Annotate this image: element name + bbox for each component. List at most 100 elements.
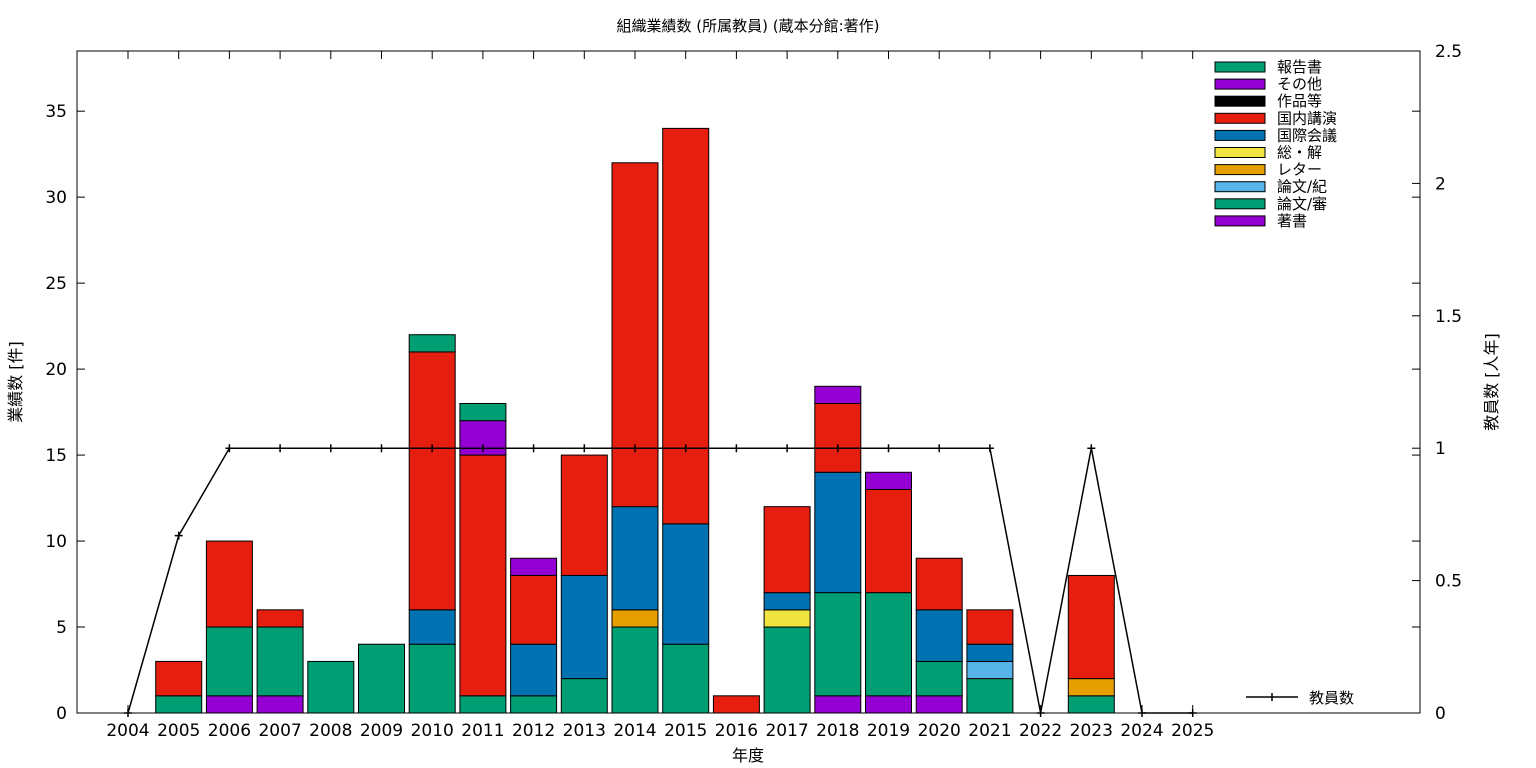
line-point [428,444,437,453]
y2-tick-label: 0 [1435,704,1446,724]
bar-segment [611,609,659,628]
bar-segment [358,643,405,714]
bar-segment [560,678,608,714]
x-tick-label: 2022 [1019,721,1062,741]
line-point [529,444,538,453]
x-tick-label: 2004 [106,721,149,741]
bar-segment [915,557,963,611]
legend-swatch [1214,147,1266,158]
legend-label: 論文/紀 [1277,178,1327,196]
line-point [478,444,487,453]
bar-segment [611,626,659,714]
bar-segment [155,660,203,697]
bar-segment [966,609,1014,645]
bar-segment [814,471,862,594]
x-tick-label: 2021 [968,721,1011,741]
line-point [174,531,183,540]
line-point [225,444,234,453]
bar-segment [205,626,253,697]
line-point [377,444,386,453]
y-tick-label: 35 [45,102,67,122]
legend-swatch [1214,129,1266,141]
bar-segment [256,695,304,714]
y2-tick-label: 1 [1435,439,1446,459]
bar-segment [966,643,1014,662]
x-tick-label: 2020 [918,721,961,741]
x-tick-label: 2016 [715,721,758,741]
x-tick-label: 2011 [461,721,504,741]
x-tick-label: 2023 [1070,721,1113,741]
x-tick-label: 2018 [816,721,859,741]
bar-segment [763,626,811,714]
line-point [1087,444,1096,453]
x-tick-label: 2015 [664,721,707,741]
bar-segment [966,660,1014,680]
bar-segment [510,574,558,645]
legend-swatch [1214,95,1266,107]
bar-segment [662,643,710,714]
bar-segment [763,506,811,594]
legend-label: その他 [1277,75,1322,93]
y-tick-label: 20 [45,360,67,380]
legend-label: 論文/審 [1277,195,1327,213]
bar-segment [256,626,304,697]
bar-segment [459,454,507,697]
bar-segment [1067,695,1115,714]
legend-swatch [1214,215,1266,227]
x-tick-label: 2005 [157,721,200,741]
line-point [326,444,335,453]
x-tick-label: 2019 [867,721,910,741]
bar-segment [1067,574,1115,680]
x-tick-label: 2006 [208,721,251,741]
bar-segment [510,695,558,714]
y2-tick-label: 2.5 [1435,42,1462,62]
x-tick-label: 2017 [765,721,808,741]
bar-segment [205,540,253,628]
bar-segment [611,162,659,508]
line-point [884,444,893,453]
x-tick-label: 2014 [613,721,656,741]
legend-label: 教員数 [1309,689,1354,707]
chart-title: 組織業績数 (所属教員) (蔵本分館:著作) [617,17,880,35]
legend-label: 総・解 [1277,144,1322,162]
legend-label: レター [1277,161,1322,179]
x-tick-label: 2013 [563,721,606,741]
legend-label: 国際会議 [1277,126,1337,144]
bar-segment [712,695,760,714]
bar-segment [205,695,253,714]
bar-segment [865,695,912,714]
bar-segment [915,695,963,714]
legend-swatch [1214,181,1266,193]
legend-swatch [1214,61,1266,73]
bar-segment [510,557,558,576]
bar-segment [560,454,608,576]
x-tick-label: 2012 [512,721,555,741]
bar-segment [865,592,912,697]
bar-segment [763,609,811,628]
y2-tick-label: 1.5 [1435,307,1462,327]
y-tick-label: 15 [45,446,67,466]
bar-segment [763,592,811,611]
y2-tick-label: 0.5 [1435,572,1462,592]
x-tick-label: 2008 [309,721,352,741]
line-point [732,444,741,453]
x-tick-label: 2025 [1171,721,1214,741]
bar-segment [915,660,963,697]
line-point [935,444,944,453]
bar-segment [814,592,862,697]
bar-segment [1067,678,1115,697]
teacher-count-line [127,447,1193,714]
bar-segment [814,402,862,473]
y-tick-label: 25 [45,274,67,294]
bar-segment [915,609,963,662]
x-tick-label: 2007 [258,721,301,741]
line-point [580,444,589,453]
legend-swatch [1214,164,1266,176]
bar-segment [408,643,456,714]
bar-segment [256,609,304,628]
legend-swatch [1214,112,1266,124]
legend-label: 報告書 [1277,58,1322,76]
line-point [783,444,792,453]
bar-segment [459,402,507,422]
y-tick-label: 10 [45,532,67,552]
